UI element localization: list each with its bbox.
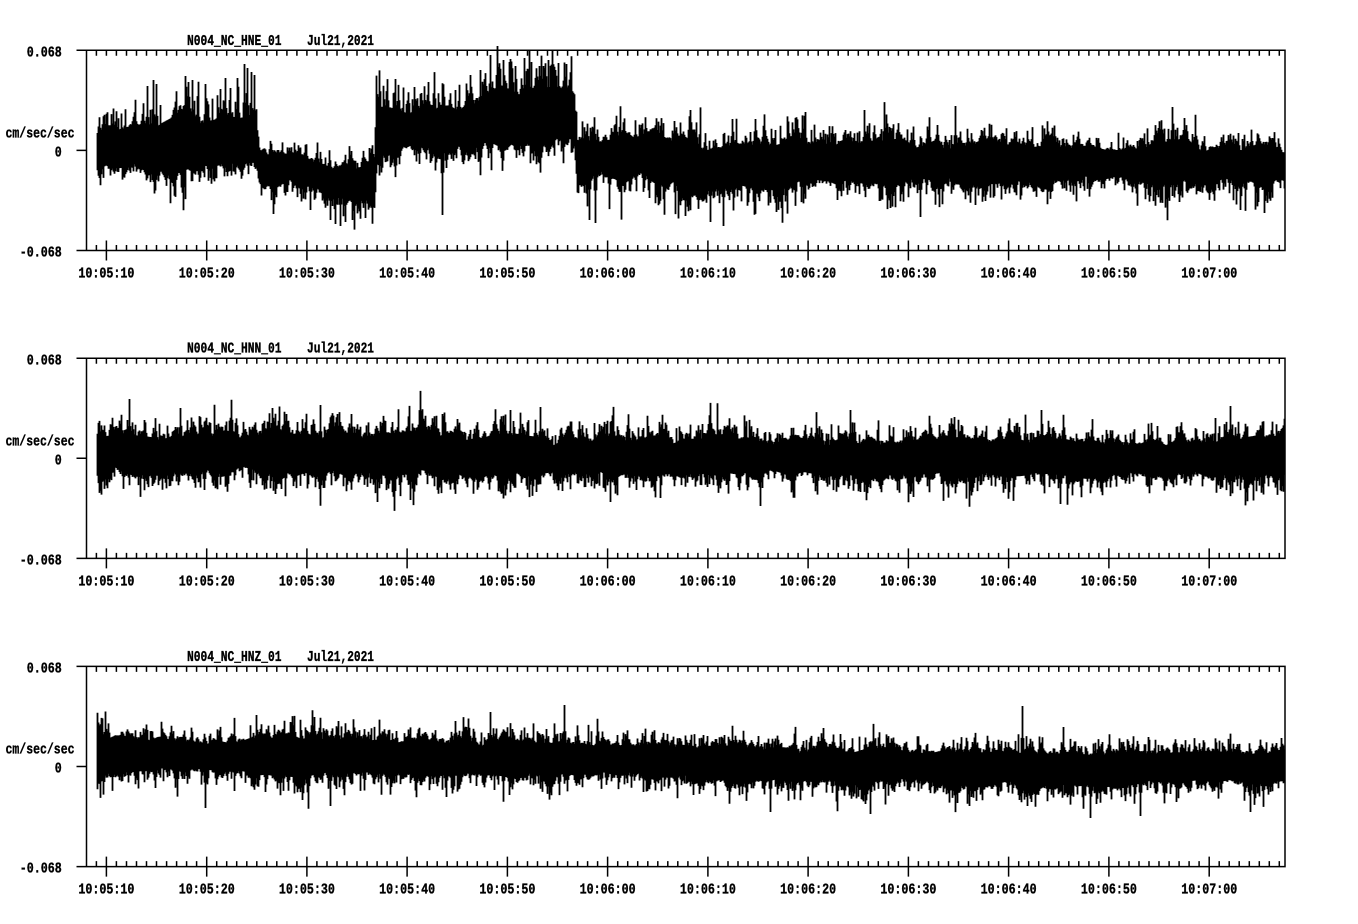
svg-text:10:05:30: 10:05:30: [279, 573, 335, 590]
svg-text:10:06:00: 10:06:00: [580, 882, 636, 899]
svg-text:N004_NC_HNN_01: N004_NC_HNN_01: [187, 341, 282, 358]
svg-text:10:06:50: 10:06:50: [1081, 573, 1137, 590]
svg-text:0: 0: [55, 453, 62, 470]
svg-text:0.068: 0.068: [27, 353, 62, 370]
svg-text:10:06:40: 10:06:40: [981, 266, 1037, 283]
svg-text:10:07:00: 10:07:00: [1181, 573, 1237, 590]
svg-text:10:06:00: 10:06:00: [580, 266, 636, 283]
svg-text:10:05:10: 10:05:10: [78, 266, 134, 283]
svg-text:10:05:40: 10:05:40: [379, 573, 435, 590]
svg-text:10:05:40: 10:05:40: [379, 266, 435, 283]
svg-text:10:06:30: 10:06:30: [880, 266, 936, 283]
svg-text:10:07:00: 10:07:00: [1181, 882, 1237, 899]
svg-text:10:06:50: 10:06:50: [1081, 266, 1137, 283]
svg-text:10:05:50: 10:05:50: [479, 882, 535, 899]
svg-text:Jul21,2021: Jul21,2021: [307, 341, 374, 358]
svg-text:0.068: 0.068: [27, 661, 62, 678]
svg-text:10:06:10: 10:06:10: [680, 573, 736, 590]
svg-text:10:05:10: 10:05:10: [78, 573, 134, 590]
svg-text:N004_NC_HNE_01: N004_NC_HNE_01: [187, 33, 282, 50]
svg-text:10:06:50: 10:06:50: [1081, 882, 1137, 899]
svg-text:-0.068: -0.068: [20, 553, 62, 570]
svg-text:10:05:50: 10:05:50: [479, 266, 535, 283]
svg-text:0: 0: [55, 761, 62, 778]
svg-text:Jul21,2021: Jul21,2021: [307, 33, 374, 50]
svg-text:10:06:00: 10:06:00: [580, 573, 636, 590]
svg-text:10:06:30: 10:06:30: [880, 573, 936, 590]
svg-text:10:06:10: 10:06:10: [680, 882, 736, 899]
svg-text:10:05:30: 10:05:30: [279, 266, 335, 283]
svg-text:10:06:10: 10:06:10: [680, 266, 736, 283]
svg-text:10:05:20: 10:05:20: [179, 882, 235, 899]
svg-text:0: 0: [55, 145, 62, 162]
svg-text:10:06:20: 10:06:20: [780, 573, 836, 590]
svg-text:10:06:20: 10:06:20: [780, 882, 836, 899]
svg-text:-0.068: -0.068: [20, 245, 62, 262]
svg-text:cm/sec/sec: cm/sec/sec: [6, 433, 75, 450]
svg-text:10:07:00: 10:07:00: [1181, 266, 1237, 283]
svg-text:0.068: 0.068: [27, 45, 62, 62]
svg-text:10:06:30: 10:06:30: [880, 882, 936, 899]
svg-text:10:06:20: 10:06:20: [780, 266, 836, 283]
svg-text:10:05:20: 10:05:20: [179, 266, 235, 283]
svg-text:N004_NC_HNZ_01: N004_NC_HNZ_01: [187, 649, 282, 666]
svg-text:10:06:40: 10:06:40: [981, 882, 1037, 899]
svg-text:10:05:10: 10:05:10: [78, 882, 134, 899]
svg-text:10:05:50: 10:05:50: [479, 573, 535, 590]
svg-text:10:05:40: 10:05:40: [379, 882, 435, 899]
svg-text:-0.068: -0.068: [20, 861, 62, 878]
svg-text:10:06:40: 10:06:40: [981, 573, 1037, 590]
svg-text:10:05:20: 10:05:20: [179, 573, 235, 590]
svg-text:cm/sec/sec: cm/sec/sec: [6, 742, 75, 759]
svg-text:10:05:30: 10:05:30: [279, 882, 335, 899]
svg-text:Jul21,2021: Jul21,2021: [307, 649, 374, 666]
svg-text:cm/sec/sec: cm/sec/sec: [6, 125, 75, 142]
